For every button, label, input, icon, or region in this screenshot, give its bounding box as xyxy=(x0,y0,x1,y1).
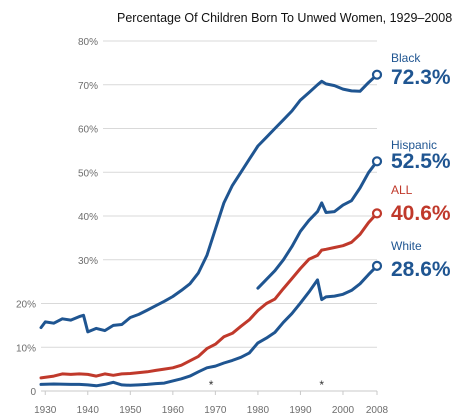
series-lines xyxy=(39,73,379,388)
x-tick-label: 1930 xyxy=(34,405,57,416)
series-line-hispanic xyxy=(256,159,379,290)
y-tick-label: 70% xyxy=(78,81,98,92)
series-value-label: 52.5% xyxy=(391,150,451,173)
end-point-black xyxy=(371,69,383,80)
x-tick-label: 1960 xyxy=(162,405,185,416)
series-line-black xyxy=(39,73,379,334)
y-tick-label: 0 xyxy=(30,387,36,398)
y-axis-ticks: 0 10% 20% 30% 40% 50% 60% 70% 80% xyxy=(16,37,98,398)
series-value-label: 28.6% xyxy=(391,258,451,281)
x-tick-label: 1950 xyxy=(119,405,142,416)
x-tick-label: 2000 xyxy=(332,405,355,416)
series-line-all xyxy=(39,211,379,380)
y-tick-label: 80% xyxy=(78,37,98,48)
series-line-white xyxy=(39,264,379,388)
y-tick-label: 20% xyxy=(16,300,36,311)
x-tick-label: 1940 xyxy=(77,405,100,416)
y-tick-label: 40% xyxy=(78,212,98,223)
y-tick-label: 50% xyxy=(78,168,98,179)
x-tick-label: 1980 xyxy=(247,405,270,416)
end-point-hispanic xyxy=(371,156,383,167)
y-tick-label: 10% xyxy=(16,343,36,354)
x-tick-label: 1970 xyxy=(204,405,227,416)
x-tick-label: 1990 xyxy=(289,405,312,416)
y-tick-label: 30% xyxy=(78,256,98,267)
end-point-all xyxy=(371,208,383,219)
annotations: * * xyxy=(209,378,325,392)
series-name-label: ALL xyxy=(391,183,413,197)
y-tick-label: 60% xyxy=(78,125,98,136)
series-name-label: Black xyxy=(391,51,421,65)
series-name-label: Hispanic xyxy=(391,138,437,152)
series-name-label: White xyxy=(391,239,422,253)
x-tick-label: 2008 xyxy=(366,405,389,416)
asterisk-annotation: * xyxy=(319,378,324,392)
series-value-label: 72.3% xyxy=(391,66,451,89)
x-axis-ticks: 1930 1940 1950 1960 1970 1980 1990 2000 2008 xyxy=(34,391,389,416)
end-markers xyxy=(371,69,383,271)
chart-title: Percentage Of Children Born To Unwed Wom… xyxy=(117,11,452,25)
asterisk-annotation: * xyxy=(209,378,214,392)
series-value-label: 40.6% xyxy=(391,202,451,225)
end-point-white xyxy=(371,260,383,271)
